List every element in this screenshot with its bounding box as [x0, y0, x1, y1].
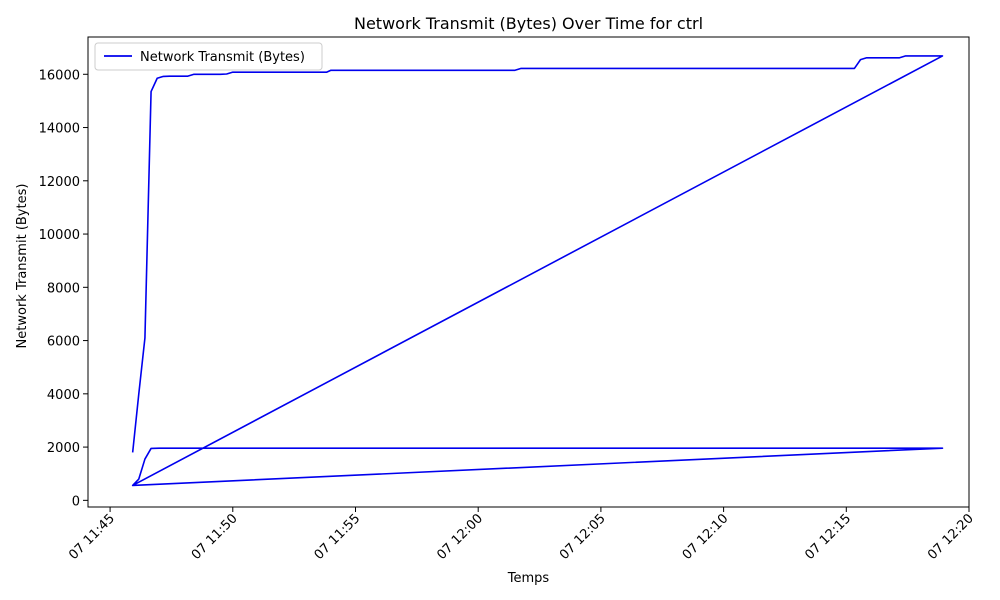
chart-title: Network Transmit (Bytes) Over Time for c… — [354, 14, 703, 33]
series-layer — [131, 55, 944, 487]
y-tick-label: 10000 — [39, 228, 80, 243]
y-tick-label: 2000 — [47, 441, 80, 456]
y-tick-label: 12000 — [39, 175, 80, 190]
y-tick-label: 8000 — [47, 281, 80, 296]
y-tick-label: 6000 — [47, 335, 80, 350]
y-axis-title: Network Transmit (Bytes) — [15, 184, 30, 349]
plot-area — [87, 36, 970, 508]
y-tick-label: 14000 — [39, 122, 80, 137]
y-axis: 0 2000 4000 6000 8000 10000 12000 14000 16000 — [39, 68, 88, 509]
legend-box — [94, 42, 323, 71]
legend-label: Network Transmit (Bytes) — [140, 50, 305, 65]
y-tick-label: 16000 — [39, 68, 80, 83]
y-tick-label: 0 — [72, 494, 80, 509]
x-axis-title: Temps — [507, 571, 550, 586]
series-line — [131, 55, 944, 487]
y-tick-label: 4000 — [47, 388, 80, 403]
legend: Network Transmit (Bytes) — [94, 42, 323, 71]
